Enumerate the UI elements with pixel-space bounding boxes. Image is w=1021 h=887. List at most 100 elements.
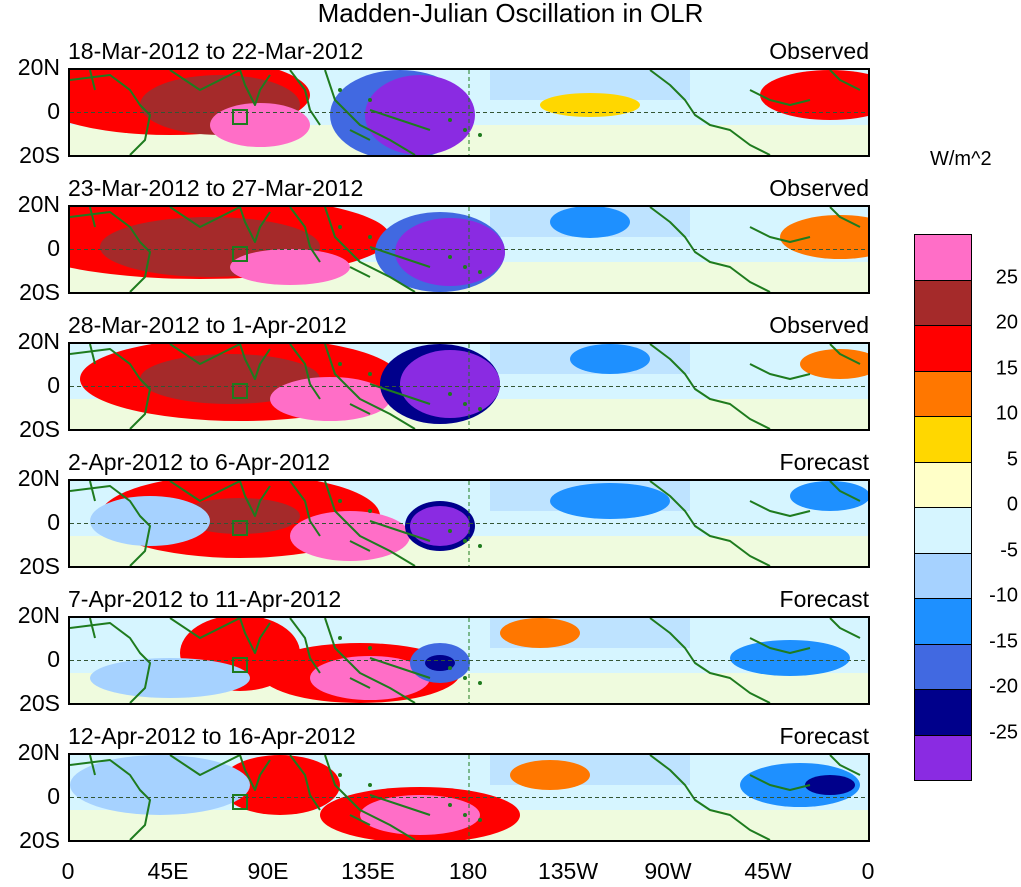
colorbar-swatch: [914, 552, 972, 599]
x-tick-label: 0: [861, 858, 875, 884]
olr-anomaly-blob: [290, 511, 410, 561]
olr-anomaly-blob: [230, 249, 350, 285]
olr-anomaly-blob: [90, 496, 210, 546]
colorbar-swatch: [914, 370, 972, 417]
map-panel: 7-Apr-2012 to 11-Apr-2012 Forecast 20N 0 20S: [0, 586, 900, 728]
y-tick-label: 0: [47, 235, 60, 261]
olr-anomaly-blob: [570, 344, 650, 374]
olr-map: [68, 616, 870, 705]
olr-anomaly-blob: [790, 481, 868, 511]
x-tick-label: 45W: [744, 858, 792, 884]
panel-period: 2-Apr-2012 to 6-Apr-2012: [68, 449, 331, 475]
colorbar-swatch: [914, 234, 972, 281]
figure-title: Madden-Julian Oscillation in OLR: [317, 0, 704, 28]
olr-anomaly-blob: [805, 775, 855, 795]
panel-period: 7-Apr-2012 to 11-Apr-2012: [68, 586, 342, 612]
x-tick-label: 90W: [644, 858, 692, 884]
olr-anomaly-blob: [180, 498, 300, 534]
olr-anomaly-blob: [550, 207, 630, 238]
y-tick-label: 20N: [17, 739, 60, 765]
panel-period: 18-Mar-2012 to 22-Mar-2012: [68, 38, 364, 64]
y-tick-label: 20S: [19, 827, 60, 853]
x-tick-label: 135W: [537, 858, 599, 884]
olr-anomaly-blob: [360, 795, 480, 835]
olr-anomaly-blob: [540, 93, 640, 117]
y-tick-label: 20S: [19, 142, 60, 168]
colorbar-label: -10: [989, 584, 1018, 607]
colorbar-swatch: [914, 325, 972, 372]
colorbar-label: 20: [995, 311, 1018, 334]
y-tick-label: 20N: [17, 54, 60, 80]
panel-kind: Observed: [769, 175, 869, 201]
olr-anomaly-blob: [70, 755, 250, 815]
olr-anomaly-blob: [510, 760, 590, 790]
olr-anomaly-blob: [220, 755, 340, 815]
y-tick-label: 0: [47, 509, 60, 535]
y-tick-label: 0: [47, 372, 60, 398]
olr-anomaly-blob: [210, 103, 310, 147]
colorbar-swatch: [914, 416, 972, 463]
y-tick-label: 20N: [17, 328, 60, 354]
olr-anomaly-blob: [90, 658, 250, 698]
colorbar-swatch: [914, 507, 972, 554]
colorbar-label: 5: [1006, 448, 1018, 470]
panel-kind: Forecast: [779, 586, 869, 612]
y-tick-label: 20N: [17, 602, 60, 628]
y-tick-label: 20S: [19, 416, 60, 442]
olr-anomaly-blob: [780, 215, 868, 259]
olr-anomaly-blob: [270, 377, 390, 421]
colorbar-swatch: [914, 643, 972, 690]
y-tick-label: 0: [47, 98, 60, 124]
panel-kind: Observed: [769, 38, 869, 64]
olr-map: [68, 753, 870, 842]
map-panel: 28-Mar-2012 to 1-Apr-2012 Observed 20N 0 20S: [0, 312, 900, 454]
olr-anomaly-blob: [395, 218, 505, 286]
olr-anomaly-blob: [800, 349, 868, 379]
y-tick-label: 0: [47, 783, 60, 809]
map-panel: 12-Apr-2012 to 16-Apr-2012 Forecast 20N 0 20…: [0, 723, 900, 865]
map-panel: 2-Apr-2012 to 6-Apr-2012 Forecast 20N 0 20S: [0, 449, 900, 591]
x-tick-label: 90E: [247, 858, 289, 884]
colorbar-label: 10: [995, 402, 1018, 425]
olr-anomaly-blob: [365, 75, 475, 155]
colorbar-label: 25: [995, 266, 1018, 288]
y-tick-label: 20N: [17, 191, 60, 217]
olr-anomaly-blob: [400, 350, 500, 418]
y-tick-label: 20S: [19, 553, 60, 579]
olr-map: [68, 205, 870, 294]
panel-period: 12-Apr-2012 to 16-Apr-2012: [68, 723, 356, 749]
olr-anomaly-blob: [740, 763, 860, 807]
olr-anomaly-blob: [760, 70, 868, 120]
olr-anomaly-blob: [550, 483, 670, 519]
colorbar-swatch: [914, 279, 972, 326]
colorbar-label: 0: [1006, 493, 1018, 516]
units-label: W/m^2: [930, 148, 992, 170]
colorbar-swatch: [914, 734, 972, 781]
olr-map: [68, 68, 870, 157]
x-tick-label: 45E: [147, 858, 189, 884]
x-tick-label: 0: [61, 858, 75, 884]
colorbar-label: -25: [989, 721, 1018, 743]
colorbar-swatch: [914, 689, 972, 736]
colorbar-swatch: [914, 461, 972, 508]
map-panel: 18-Mar-2012 to 22-Mar-2012 Observed 20N 0 20…: [0, 38, 900, 180]
olr-map: [68, 479, 870, 568]
x-tick-label: 135E: [341, 858, 395, 884]
y-tick-label: 20S: [19, 690, 60, 716]
panel-kind: Forecast: [779, 723, 869, 749]
colorbar-label: 15: [995, 357, 1018, 379]
colorbar-label: -20: [989, 675, 1018, 698]
panel-kind: Observed: [769, 312, 869, 338]
y-tick-label: 0: [47, 646, 60, 672]
olr-map: [68, 342, 870, 431]
olr-anomaly-blob: [425, 655, 455, 671]
colorbar-swatch: [914, 598, 972, 645]
panel-period: 23-Mar-2012 to 27-Mar-2012: [68, 175, 364, 201]
olr-anomaly-blob: [730, 640, 850, 676]
olr-anomaly-blob: [410, 506, 470, 546]
colorbar-label: -5: [1000, 539, 1018, 561]
y-tick-label: 20N: [17, 465, 60, 491]
olr-anomaly-blob: [500, 618, 580, 648]
colorbar-label: -15: [989, 630, 1018, 652]
x-tick-label: 180: [448, 858, 488, 884]
